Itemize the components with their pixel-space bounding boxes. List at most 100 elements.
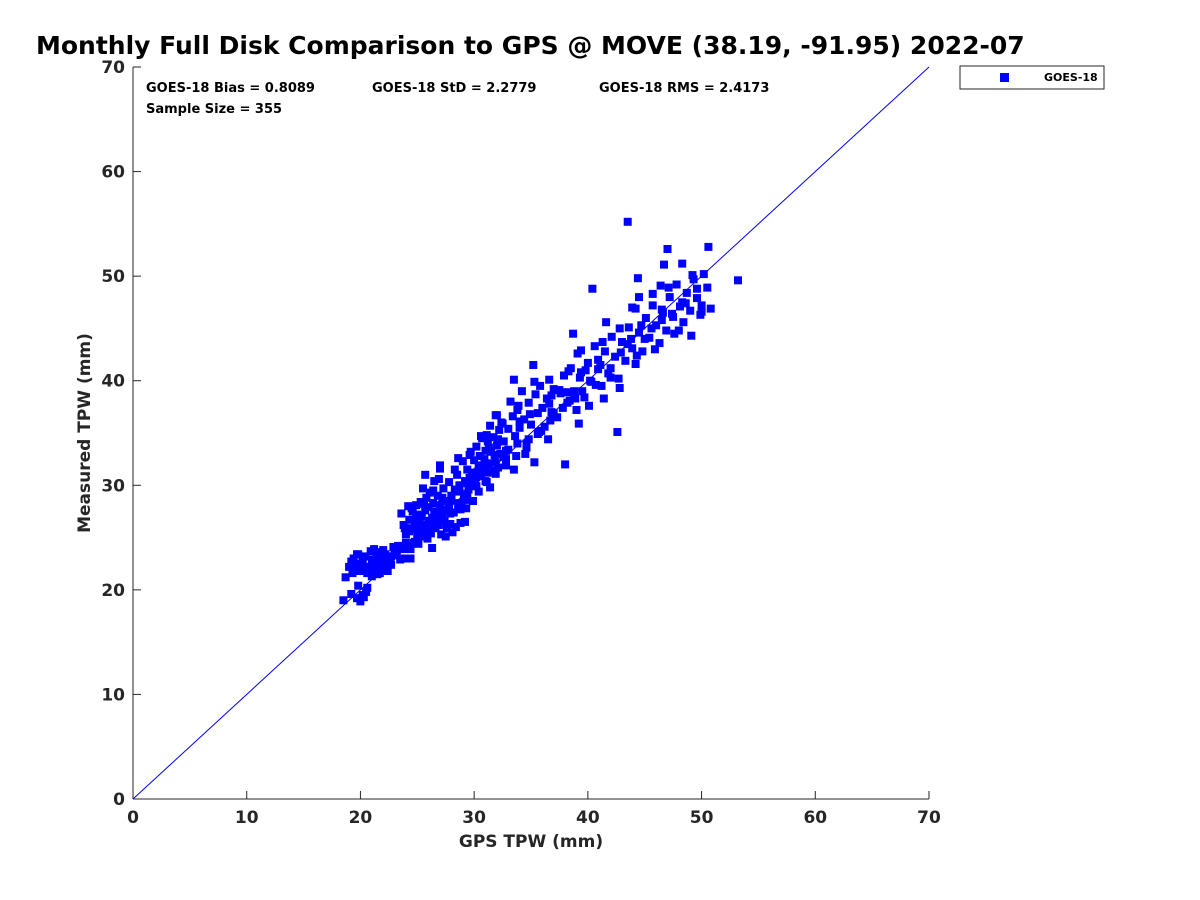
data-point (370, 567, 379, 575)
data-point (456, 505, 465, 514)
data-point (585, 401, 593, 410)
data-point (686, 306, 695, 315)
data-point (411, 522, 419, 531)
data-point (632, 351, 641, 360)
data-point (549, 385, 558, 394)
data-point (553, 413, 562, 422)
data-point (657, 316, 666, 325)
data-point (606, 373, 615, 382)
data-point (469, 497, 477, 505)
data-point (477, 471, 485, 480)
data-point (358, 553, 367, 562)
data-point (447, 491, 456, 500)
data-point (383, 555, 392, 564)
data-point (679, 318, 688, 327)
data-point (572, 406, 581, 414)
data-point (499, 437, 508, 446)
stat-sample-size: Sample Size = 355 (146, 102, 282, 117)
stat-std: GOES-18 StD = 2.2779 (372, 81, 536, 96)
data-point (490, 451, 499, 459)
data-point (483, 468, 492, 477)
data-point (491, 458, 500, 467)
data-point (565, 396, 574, 405)
data-point (590, 342, 599, 351)
y-tick-label: 40 (101, 372, 125, 392)
data-point (438, 493, 447, 502)
data-point (689, 275, 698, 284)
data-point (400, 524, 409, 533)
data-point (492, 411, 501, 420)
data-point (481, 464, 490, 473)
data-point (454, 499, 463, 508)
data-point (424, 525, 433, 534)
data-point (524, 398, 533, 407)
data-point (615, 324, 624, 333)
data-point (439, 484, 448, 493)
data-point (494, 463, 502, 472)
data-point (463, 489, 472, 498)
data-point (607, 332, 616, 341)
data-point (472, 472, 481, 481)
data-point (706, 304, 715, 313)
x-tick-label: 60 (803, 808, 827, 828)
data-point (525, 410, 534, 419)
x-axis-label: GPS TPW (mm) (459, 832, 603, 852)
data-point (472, 482, 481, 491)
data-point (570, 387, 579, 396)
x-tick-label: 30 (462, 808, 486, 828)
data-point (558, 403, 567, 412)
axes: 0 10 20 30 40 50 60 70 0 10 20 30 40 50 60 70 (101, 58, 941, 828)
data-point (681, 299, 690, 308)
data-point (405, 527, 414, 536)
data-point (347, 557, 356, 566)
data-point (480, 455, 489, 464)
data-point (697, 301, 706, 310)
data-point (663, 245, 672, 253)
data-point (604, 369, 613, 378)
data-point (596, 361, 605, 369)
data-point (515, 417, 524, 426)
data-point (363, 583, 372, 592)
y-tick-label: 0 (113, 790, 125, 810)
data-point (454, 454, 463, 463)
data-point (413, 510, 422, 519)
data-point (538, 403, 547, 412)
data-point (628, 344, 637, 353)
x-tick-label: 70 (917, 808, 941, 828)
data-point (397, 509, 406, 518)
data-point (450, 485, 459, 494)
data-point (422, 493, 431, 502)
data-point (472, 442, 481, 451)
data-point (413, 529, 422, 538)
data-point (456, 518, 465, 527)
data-point (616, 348, 625, 357)
y-tick-label: 60 (101, 163, 125, 183)
stat-rms: GOES-18 RMS = 2.4173 (599, 81, 769, 96)
data-point (482, 431, 491, 440)
data-point (494, 435, 502, 444)
one-to-one-line (132, 66, 930, 800)
data-point (470, 456, 479, 465)
data-point (693, 294, 701, 303)
data-point (367, 572, 376, 581)
data-point (447, 495, 456, 504)
y-axis-label: Measured TPW (mm) (75, 333, 95, 533)
data-point (387, 560, 396, 569)
data-point (547, 391, 556, 400)
data-point (366, 547, 375, 556)
data-point (358, 591, 367, 600)
data-point (430, 477, 439, 486)
data-point (353, 550, 361, 559)
data-point (676, 302, 684, 311)
data-point (451, 523, 460, 532)
data-point (405, 515, 414, 524)
data-point (462, 495, 471, 504)
data-point (495, 425, 504, 434)
data-point (396, 555, 405, 564)
data-point (615, 384, 624, 392)
data-point (586, 376, 595, 385)
data-point (537, 426, 546, 435)
data-point (462, 504, 471, 513)
data-point (648, 289, 657, 298)
data-point (618, 338, 626, 346)
